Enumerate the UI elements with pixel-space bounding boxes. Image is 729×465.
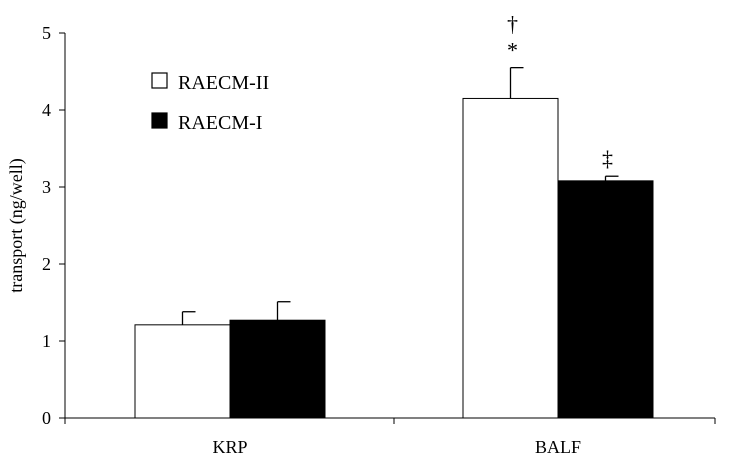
y-tick-label: 0 <box>42 408 51 428</box>
legend: RAECM-II RAECM-I <box>151 72 269 134</box>
bars <box>134 97 654 419</box>
x-category-label: KRP <box>212 437 247 457</box>
bar <box>229 319 326 419</box>
y-tick-label: 2 <box>42 254 51 274</box>
legend-label: RAECM-I <box>178 112 262 134</box>
legend-swatch <box>151 72 168 89</box>
x-category-label: BALF <box>535 437 581 457</box>
bar <box>462 97 559 419</box>
significance-marker: * <box>507 38 518 63</box>
y-tick-label: 5 <box>42 23 51 43</box>
legend-swatch <box>151 112 168 129</box>
annotations: *† ‡ <box>507 12 613 172</box>
y-tick-label: 1 <box>42 331 51 351</box>
y-tick-label: 3 <box>42 177 51 197</box>
bar <box>134 324 231 419</box>
bar <box>557 180 654 419</box>
significance-marker: ‡ <box>602 146 613 171</box>
error-bars <box>181 67 619 325</box>
y-tick-label: 4 <box>42 100 51 120</box>
significance-marker: † <box>507 12 518 37</box>
y-axis-title: transport (ng/well) <box>6 158 27 292</box>
legend-label: RAECM-II <box>178 72 269 94</box>
